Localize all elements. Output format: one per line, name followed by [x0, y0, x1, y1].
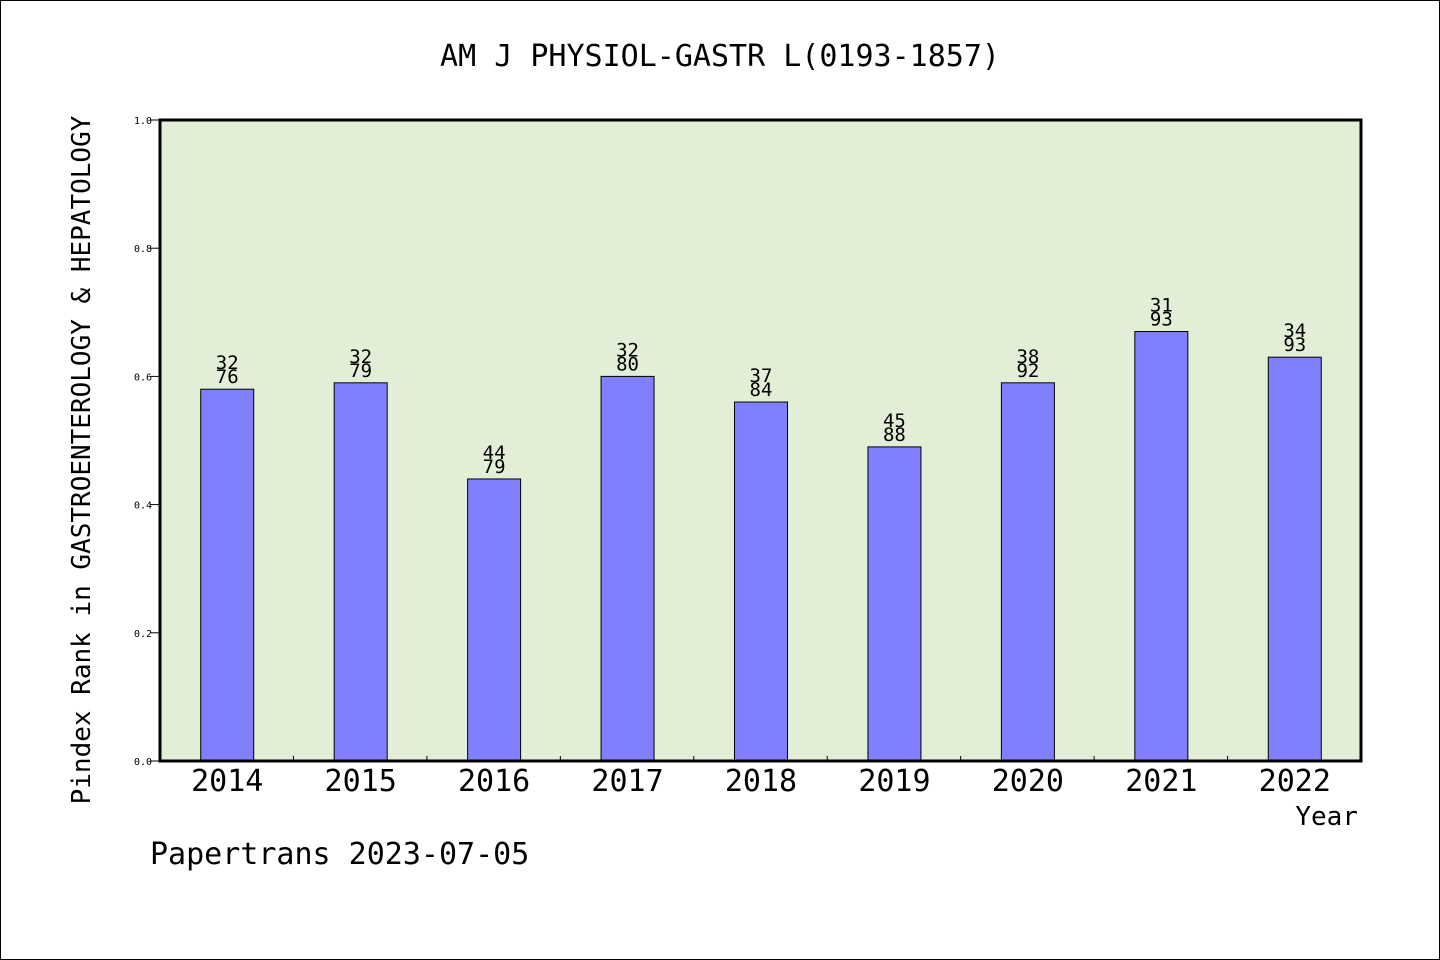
bar-label-rank: 32: [216, 352, 239, 374]
x-tick-label: 2014: [191, 764, 263, 799]
x-axis: 2014 2015 2016 2017 2018 2019 2020 2021 2022: [191, 756, 1331, 799]
bar-2015: [333, 382, 388, 762]
bar-label-total: 84: [750, 379, 773, 401]
bar-label-total: 88: [883, 424, 906, 446]
footer-credit: Papertrans 2023-07-05: [150, 837, 529, 872]
bar-label-total: 92: [1016, 360, 1039, 382]
y-tick-label: 1.0: [134, 116, 152, 127]
x-axis-label: Year: [1295, 802, 1358, 832]
bar-label-rank: 31: [1150, 295, 1173, 317]
bar-label-rank: 34: [1283, 320, 1306, 342]
bar-2018: [734, 401, 788, 762]
bar-2014: [200, 388, 255, 762]
x-tick-label: 2017: [591, 764, 663, 799]
bar-label-total: 79: [349, 360, 372, 382]
y-tick-label: 0.8: [134, 244, 152, 255]
bar-label-total: 93: [1150, 309, 1173, 331]
x-tick-label: 2016: [458, 764, 530, 799]
y-tick-label: 0.2: [134, 629, 152, 640]
bar-2019: [867, 446, 922, 762]
y-axis-label: Pindex Rank in GASTROENTEROLOGY & HEPATO…: [67, 115, 97, 804]
bars-group: [200, 331, 1322, 762]
bar-label-rank: 32: [616, 339, 639, 361]
bar-label-total: 79: [483, 456, 506, 478]
bar-2022: [1267, 356, 1322, 762]
x-tick-label: 2021: [1125, 764, 1197, 799]
bar-label-rank: 38: [1016, 346, 1039, 368]
bar-2016: [467, 478, 522, 762]
bar-2020: [1000, 382, 1055, 762]
y-axis: 0.0 0.2 0.4 0.6 0.8 1.0: [134, 116, 160, 768]
bar-2017: [600, 375, 655, 762]
y-tick-label: 0.6: [134, 372, 152, 383]
bar-label-total: 80: [616, 353, 639, 375]
x-tick-label: 2020: [992, 764, 1064, 799]
bar-label-total: 93: [1283, 334, 1306, 356]
x-tick-label: 2022: [1259, 764, 1331, 799]
bar-label-rank: 32: [349, 346, 372, 368]
bar-2021: [1134, 331, 1189, 762]
bar-label-total: 76: [216, 366, 239, 388]
bar-label-rank: 37: [750, 365, 773, 387]
bar-label-rank: 44: [483, 442, 506, 464]
x-tick-label: 2019: [858, 764, 930, 799]
y-tick-label: 0.4: [134, 501, 152, 512]
x-tick-label: 2015: [325, 764, 397, 799]
x-tick-label: 2018: [725, 764, 797, 799]
y-tick-label: 0.0: [134, 757, 152, 768]
bar-label-rank: 45: [883, 410, 906, 432]
plot-border: [158, 118, 1363, 763]
chart-title: AM J PHYSIOL-GASTR L(0193-1857): [440, 39, 1000, 74]
